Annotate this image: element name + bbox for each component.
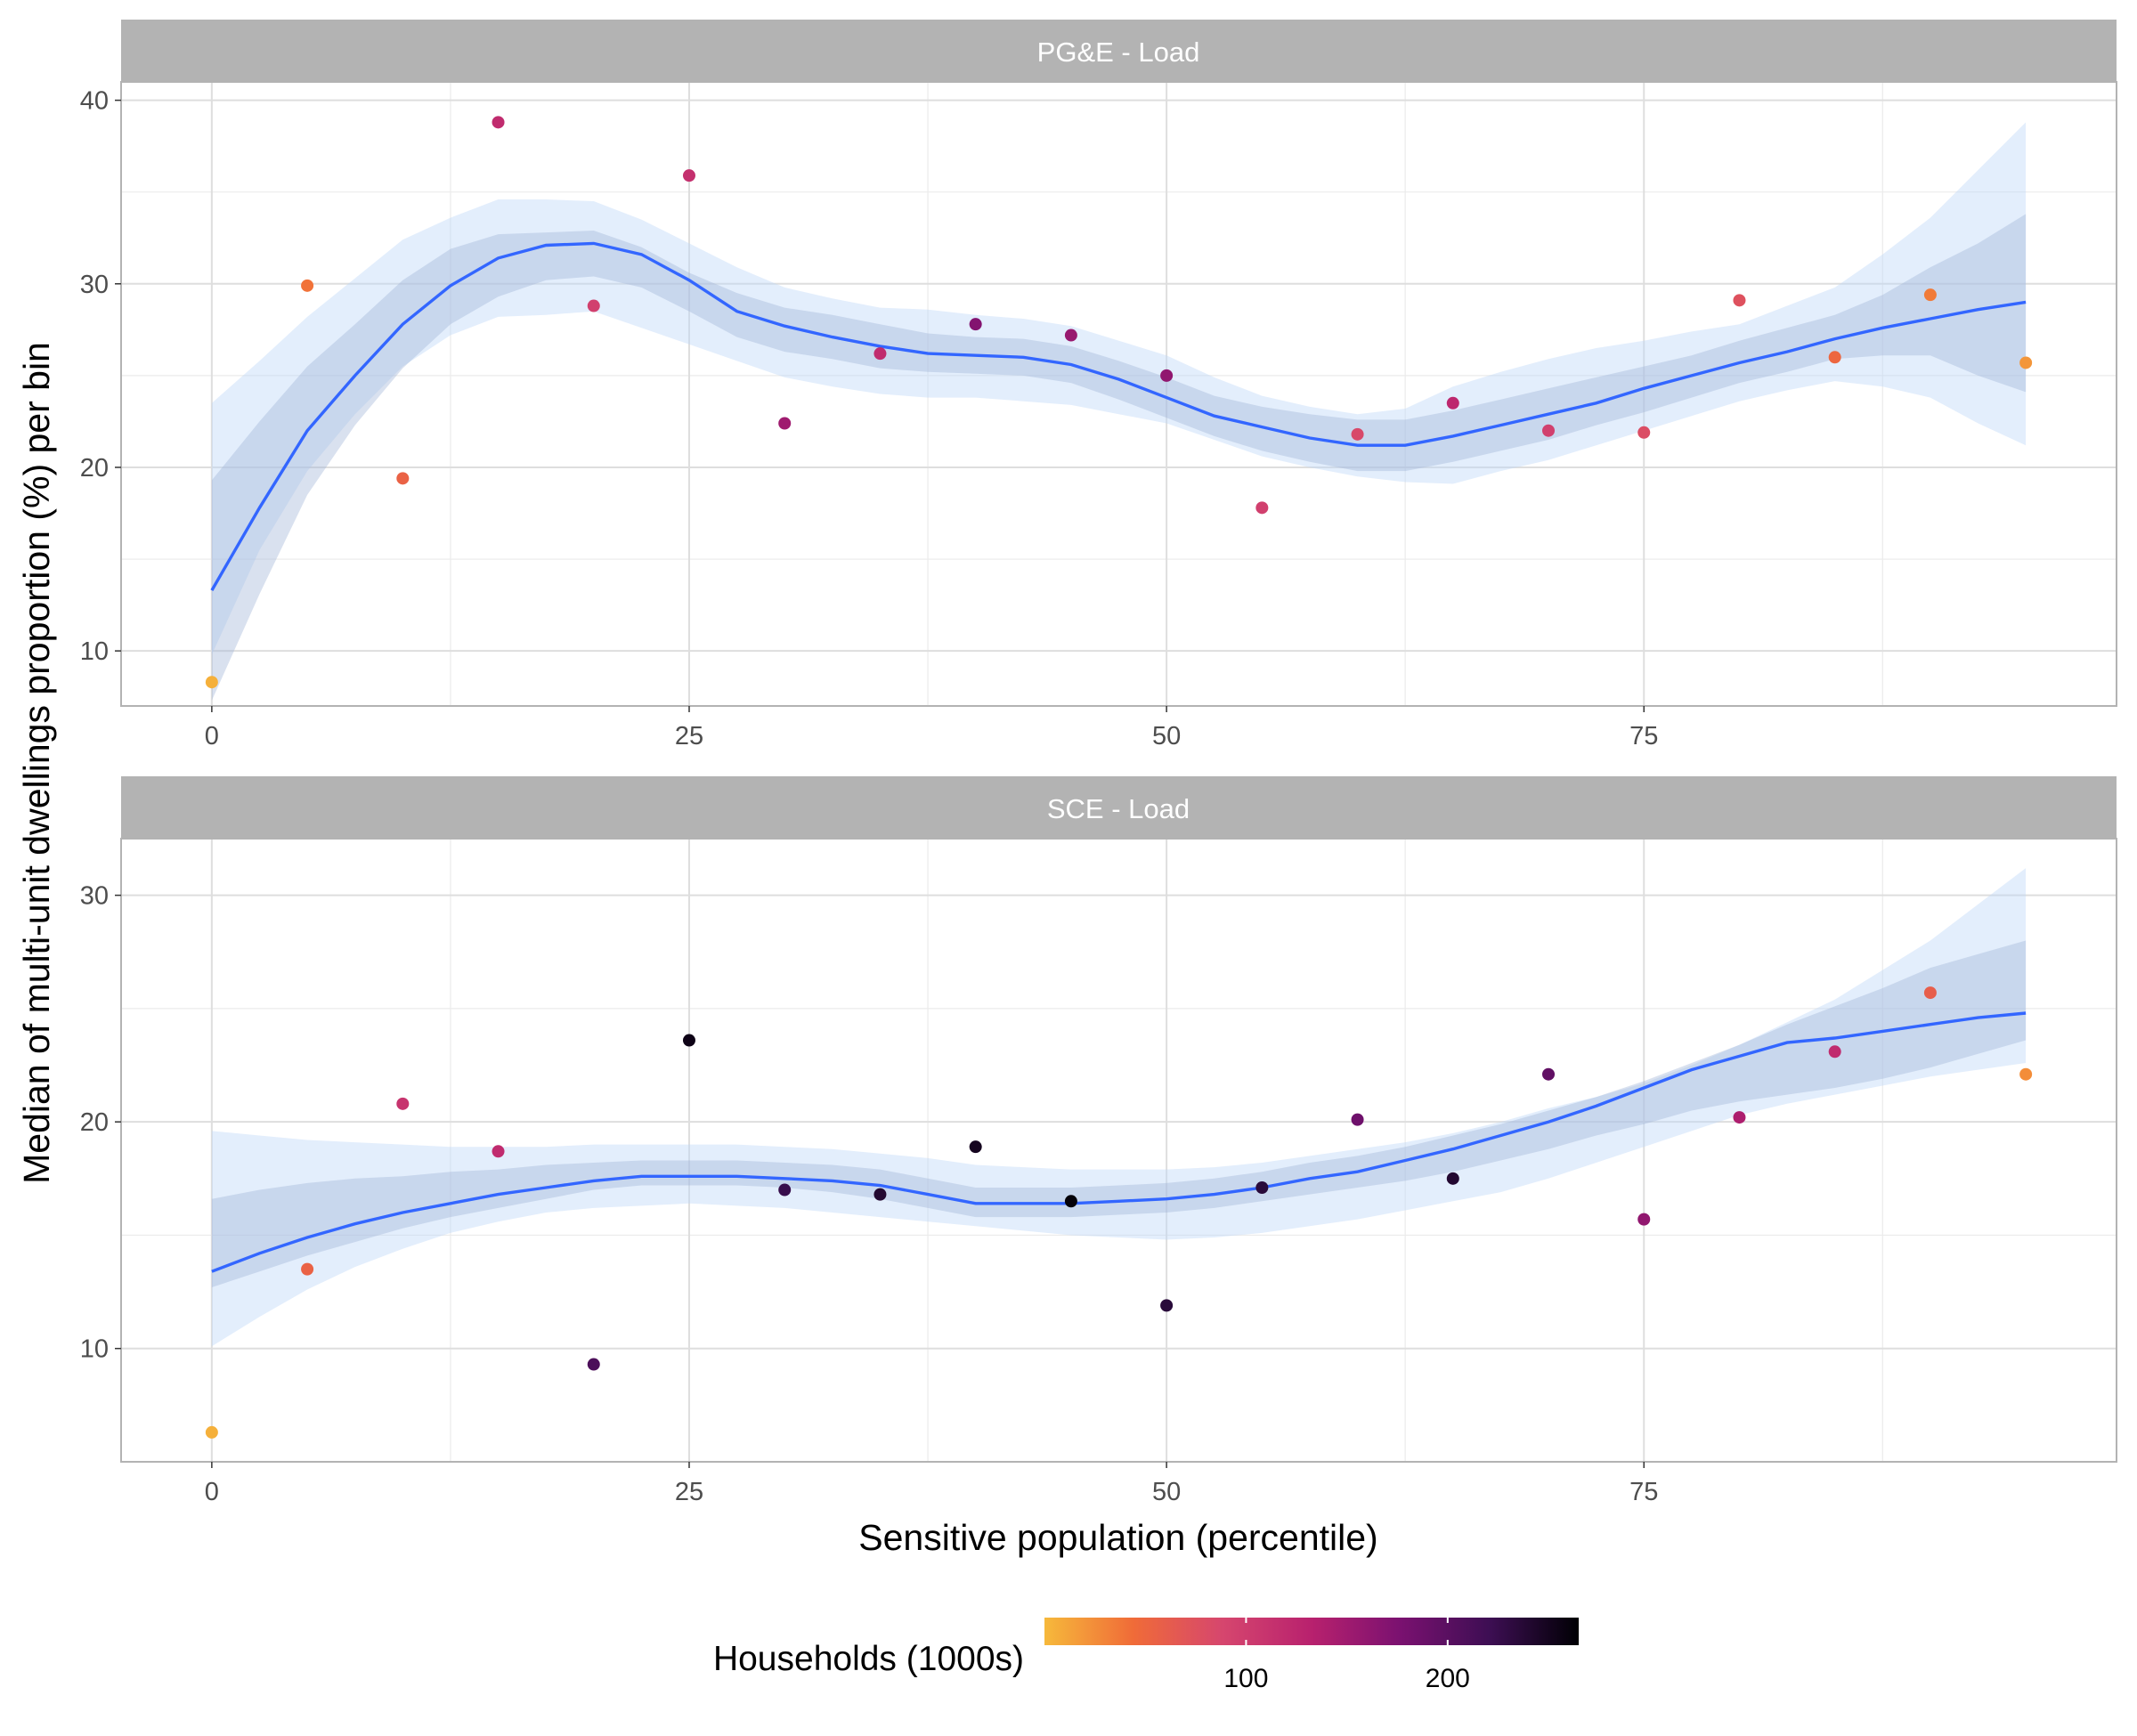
panel-sce-x-ticks: 0 25 50 75 — [205, 1462, 1658, 1506]
panel-pge: PG&E - Load 10 20 30 40 0 25 50 75 — [80, 20, 2117, 750]
data-point — [1923, 986, 1937, 1000]
data-point — [396, 1097, 410, 1110]
panel-sce-border — [120, 838, 2117, 1463]
panel-sce-minor-grid — [121, 839, 2117, 1462]
panel-pge-major-grid — [121, 82, 2117, 706]
data-point — [205, 676, 218, 689]
panel-pge-smooth — [210, 241, 2027, 591]
legend-tick-label: 100 — [1223, 1664, 1268, 1693]
data-point — [1733, 1111, 1746, 1124]
legend-ticks: 100 200 — [1223, 1618, 1470, 1693]
x-tick-label: 0 — [205, 722, 219, 750]
data-point — [1064, 329, 1077, 342]
data-point — [682, 169, 695, 183]
data-point — [1828, 351, 1841, 364]
x-tick-label: 50 — [1152, 722, 1181, 750]
data-point — [873, 347, 887, 361]
panel-sce-points — [205, 986, 2033, 1439]
x-tick-label: 50 — [1152, 1478, 1181, 1506]
data-point — [1160, 1299, 1174, 1312]
data-point — [1351, 427, 1364, 441]
data-point — [1828, 1045, 1841, 1059]
data-point — [1160, 369, 1174, 382]
smooth-line — [210, 241, 2027, 591]
data-point — [1255, 501, 1269, 515]
x-tick-label: 75 — [1629, 722, 1658, 750]
panel-sce-ribbon — [211, 868, 2027, 1347]
panel-pge-y-ticks: 10 20 30 40 — [80, 87, 121, 666]
data-point — [301, 279, 314, 292]
data-point — [587, 1358, 600, 1371]
y-tick-label: 20 — [80, 454, 109, 483]
data-point — [2019, 356, 2033, 369]
data-point — [205, 1425, 218, 1439]
y-tick-label: 20 — [80, 1108, 109, 1137]
smooth-line — [211, 1011, 2027, 1273]
y-tick-label: 10 — [80, 637, 109, 666]
strip-label-sce: SCE - Load — [1047, 793, 1190, 824]
panel-pge-x-ticks: 0 25 50 75 — [205, 706, 1658, 750]
data-point — [1923, 288, 1937, 302]
data-point — [1064, 1195, 1077, 1208]
confidence-band-outer — [211, 868, 2027, 1347]
data-point — [492, 1145, 505, 1158]
strip-sce — [121, 776, 2117, 839]
x-tick-label: 0 — [205, 1478, 219, 1506]
panel-sce-y-ticks: 10 20 30 — [80, 882, 121, 1364]
x-axis-title: Sensitive population (percentile) — [858, 1517, 1377, 1558]
data-point — [301, 1262, 314, 1276]
data-point — [682, 1034, 695, 1047]
panel-pge-ribbon — [211, 122, 2027, 701]
panel-pge-border — [120, 81, 2117, 707]
x-tick-label: 75 — [1629, 1478, 1658, 1506]
data-point — [969, 318, 982, 331]
data-point — [1637, 1213, 1651, 1226]
data-point — [1637, 426, 1651, 439]
panel-sce-major-grid — [121, 839, 2117, 1462]
legend-tick-label: 200 — [1426, 1664, 1470, 1693]
data-point — [1255, 1181, 1269, 1194]
panel-pge-minor-grid — [121, 82, 2117, 706]
data-point — [1542, 1067, 1556, 1081]
data-point — [1446, 396, 1459, 410]
data-point — [778, 417, 792, 430]
data-point — [969, 1140, 982, 1154]
x-tick-label: 25 — [675, 1478, 703, 1506]
data-point — [492, 116, 505, 129]
data-point — [1446, 1172, 1459, 1185]
y-tick-label: 30 — [80, 882, 109, 911]
y-axis-title: Median of multi-unit dwellings proportio… — [16, 342, 57, 1184]
panel-sce: SCE - Load 10 20 30 0 25 50 75 — [80, 776, 2117, 1506]
data-point — [1351, 1113, 1364, 1126]
data-point — [1542, 424, 1556, 437]
x-tick-label: 25 — [675, 722, 703, 750]
legend-title: Households (1000s) — [713, 1640, 1024, 1678]
legend: Households (1000s) 100 200 — [713, 1618, 1579, 1693]
panel-sce-smooth — [211, 1011, 2027, 1273]
y-tick-label: 30 — [80, 271, 109, 299]
data-point — [778, 1183, 792, 1197]
panel-pge-points — [205, 116, 2033, 689]
data-point — [396, 472, 410, 485]
y-tick-label: 40 — [80, 87, 109, 116]
legend-colorbar — [1044, 1618, 1579, 1645]
data-point — [587, 299, 600, 312]
strip-label-pge: PG&E - Load — [1037, 37, 1200, 68]
data-point — [873, 1188, 887, 1201]
y-tick-label: 10 — [80, 1335, 109, 1364]
confidence-band-outer — [211, 122, 2027, 655]
confidence-band-inner — [211, 940, 2027, 1287]
strip-pge — [121, 20, 2117, 82]
data-point — [1733, 294, 1746, 307]
data-point — [2019, 1067, 2033, 1081]
